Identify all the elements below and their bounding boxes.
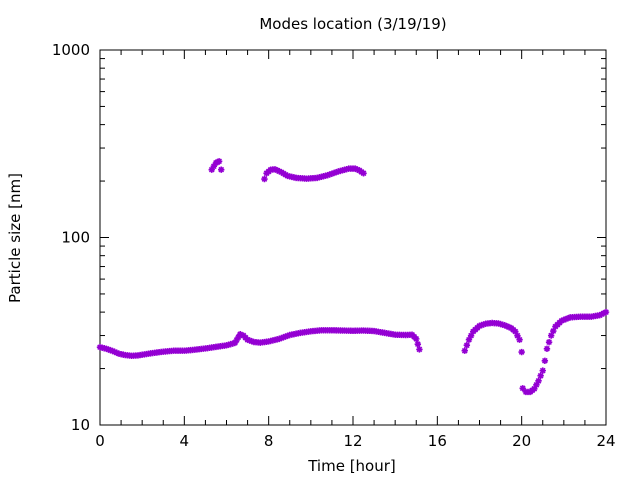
data-point xyxy=(539,367,546,374)
data-point xyxy=(113,349,121,357)
x-tick-label: 12 xyxy=(343,432,362,450)
data-point xyxy=(276,168,283,175)
data-point xyxy=(560,316,568,324)
data-point xyxy=(210,163,218,170)
data-point xyxy=(547,332,555,339)
y-axis-label: Particle size [nm] xyxy=(6,173,24,303)
y-tick-label: 100 xyxy=(61,229,90,247)
data-point xyxy=(519,385,526,392)
data-point xyxy=(208,166,215,173)
data-point xyxy=(543,345,551,352)
x-tick-label: 16 xyxy=(428,432,447,450)
data-point xyxy=(273,167,281,174)
x-tick-label: 20 xyxy=(512,432,531,450)
y-tick-label: 10 xyxy=(71,416,90,434)
data-point xyxy=(535,377,542,385)
data-point xyxy=(550,327,557,335)
data-point xyxy=(231,339,239,347)
x-tick-label: 4 xyxy=(180,432,190,450)
data-point xyxy=(416,346,423,353)
data-point xyxy=(354,166,361,173)
data-point xyxy=(512,328,519,335)
data-point xyxy=(531,385,538,392)
data-point xyxy=(558,317,565,324)
plot-frame xyxy=(99,49,607,426)
data-point xyxy=(518,348,525,356)
data-point xyxy=(602,308,610,316)
data-point xyxy=(109,347,116,355)
data-point xyxy=(545,338,553,346)
data-point xyxy=(351,165,359,172)
data-point xyxy=(215,158,223,165)
data-points xyxy=(96,158,610,396)
data-point xyxy=(514,332,521,339)
data-point xyxy=(233,336,240,344)
data-point xyxy=(414,340,422,348)
data-point xyxy=(467,332,475,339)
data-point xyxy=(360,170,367,177)
data-point xyxy=(111,348,118,356)
data-point xyxy=(541,357,549,364)
x-tick-label: 8 xyxy=(264,432,274,450)
x-tick-label: 0 xyxy=(95,432,105,450)
data-point xyxy=(218,166,225,173)
data-point xyxy=(564,315,572,322)
data-point xyxy=(463,342,471,349)
data-point xyxy=(261,175,268,183)
data-point xyxy=(562,315,570,323)
data-point xyxy=(537,372,544,379)
data-point xyxy=(271,166,279,173)
data-point xyxy=(413,335,420,343)
chart-title: Modes location (3/19/19) xyxy=(259,15,446,33)
data-point xyxy=(505,323,513,331)
axis-ticks xyxy=(99,49,607,426)
data-point xyxy=(516,336,523,343)
y-tick-label: 1000 xyxy=(52,41,90,59)
data-point xyxy=(533,381,540,389)
x-tick-label: 24 xyxy=(596,432,615,450)
axis-tick-labels: 0 4 8 12 16 20 24 10 100 1000 xyxy=(52,41,616,450)
data-point xyxy=(461,347,468,354)
data-point xyxy=(465,336,473,343)
x-axis-label: Time [hour] xyxy=(307,457,396,475)
data-point xyxy=(501,322,508,329)
data-point xyxy=(237,330,244,338)
data-point xyxy=(503,323,511,330)
data-point xyxy=(235,333,242,341)
